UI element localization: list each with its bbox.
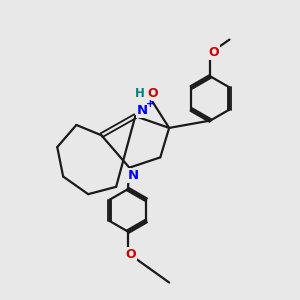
- Text: O: O: [125, 248, 136, 261]
- Text: N: N: [128, 169, 139, 182]
- Text: +: +: [146, 99, 155, 109]
- Text: N: N: [137, 104, 148, 117]
- Text: O: O: [208, 46, 219, 59]
- Text: O: O: [148, 87, 158, 100]
- Text: H: H: [135, 87, 145, 100]
